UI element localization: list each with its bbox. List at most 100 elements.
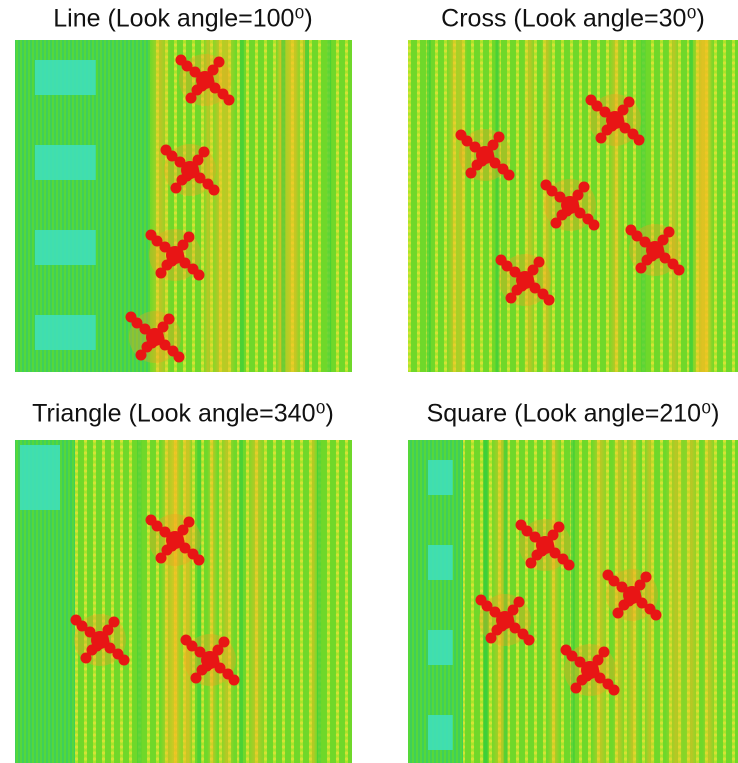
cyan-block xyxy=(35,145,96,180)
green-stripe xyxy=(238,440,243,763)
target-core xyxy=(496,611,514,629)
target-dot xyxy=(625,224,637,236)
target-dot xyxy=(612,607,624,619)
panel-title: Line (Look angle=100⁰) xyxy=(53,5,313,33)
target-dot xyxy=(455,129,467,141)
green-stripe xyxy=(137,440,142,763)
target-dot xyxy=(218,636,230,648)
target-dot xyxy=(475,594,487,606)
target-core xyxy=(146,328,164,346)
target-dot xyxy=(183,231,195,243)
stripe xyxy=(245,440,267,763)
target-dot xyxy=(550,217,562,229)
target-dot xyxy=(485,632,497,644)
target-dot xyxy=(183,516,195,528)
target-dot xyxy=(505,292,517,304)
target xyxy=(540,179,600,231)
target-dot xyxy=(598,646,610,658)
target-dot xyxy=(495,254,507,266)
target-dot xyxy=(173,351,185,363)
target-dot xyxy=(563,559,575,571)
target-dot xyxy=(180,634,192,646)
stripe xyxy=(607,40,624,372)
stripe xyxy=(219,440,235,763)
target-dot xyxy=(228,674,240,686)
sar-image xyxy=(408,40,738,372)
target-dot xyxy=(560,644,572,656)
target-dot xyxy=(108,616,120,628)
target xyxy=(160,144,220,196)
stripe xyxy=(698,40,715,372)
target-dot xyxy=(465,167,477,179)
target xyxy=(560,644,620,696)
cyan-block xyxy=(428,545,453,580)
cyan-block xyxy=(35,230,96,265)
stripe xyxy=(612,440,626,763)
target-dot xyxy=(543,294,555,306)
stripe xyxy=(298,40,311,372)
stripe xyxy=(523,40,537,372)
target xyxy=(455,129,515,181)
target-core xyxy=(91,631,109,649)
target-dot xyxy=(135,349,147,361)
stripe xyxy=(665,440,686,763)
target-dot xyxy=(170,182,182,194)
target-core xyxy=(166,531,184,549)
target-dot xyxy=(663,226,675,238)
target-dot xyxy=(513,596,525,608)
target-dot xyxy=(118,654,130,666)
green-stripe xyxy=(281,40,286,372)
target xyxy=(602,569,662,621)
stripe xyxy=(667,40,681,372)
target-dot xyxy=(175,54,187,66)
panel-title: Triangle (Look angle=340⁰) xyxy=(32,400,334,428)
target-dot xyxy=(640,571,652,583)
target-dot xyxy=(493,131,505,143)
target-core xyxy=(536,536,554,554)
target xyxy=(515,519,575,571)
target-dot xyxy=(633,134,645,146)
target-dot xyxy=(185,92,197,104)
cyan-block xyxy=(35,315,96,350)
target-dot xyxy=(525,557,537,569)
target-dot xyxy=(208,184,220,196)
target-dot xyxy=(523,634,535,646)
target-core xyxy=(181,161,199,179)
target-dot xyxy=(595,132,607,144)
stripe xyxy=(207,440,218,763)
target-dot xyxy=(155,267,167,279)
sar-image xyxy=(408,440,738,763)
panel-title: Square (Look angle=210⁰) xyxy=(427,400,720,428)
stripe xyxy=(160,440,176,763)
target-core xyxy=(646,241,664,259)
stripe xyxy=(150,40,171,372)
target xyxy=(175,54,235,106)
target-dot xyxy=(223,94,235,106)
target-dot xyxy=(553,521,565,533)
green-stripe xyxy=(503,440,508,763)
target xyxy=(70,614,130,666)
stripe xyxy=(591,440,610,763)
target-dot xyxy=(602,569,614,581)
stripe xyxy=(643,440,656,763)
target-core xyxy=(201,651,219,669)
stripe xyxy=(202,40,214,372)
stripe xyxy=(547,440,561,763)
stripe xyxy=(455,40,468,372)
target-dot xyxy=(80,652,92,664)
target-core xyxy=(581,661,599,679)
stripe xyxy=(702,440,717,763)
cyan-block xyxy=(428,715,453,750)
green-stripe xyxy=(570,440,575,763)
target-dot xyxy=(155,552,167,564)
target-core xyxy=(166,246,184,264)
target-dot xyxy=(70,614,82,626)
target-dot xyxy=(533,256,545,268)
target-dot xyxy=(623,96,635,108)
target xyxy=(145,514,205,566)
panel-title: Cross (Look angle=30⁰) xyxy=(441,5,705,33)
stripe xyxy=(308,440,318,763)
target-dot xyxy=(145,514,157,526)
target-dot xyxy=(608,684,620,696)
